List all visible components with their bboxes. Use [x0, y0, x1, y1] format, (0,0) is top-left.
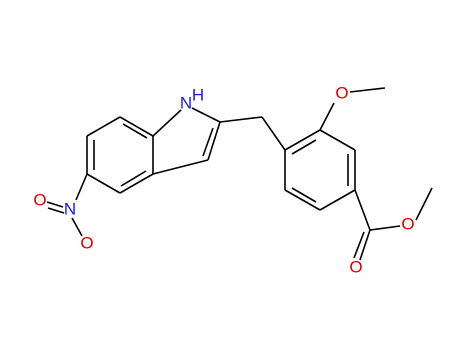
atom-label: N	[64, 199, 76, 218]
atom-label: O	[349, 257, 362, 276]
bonds	[46, 87, 433, 261]
atom-label: O	[80, 233, 93, 252]
atom-label: O	[33, 190, 46, 209]
atom-label: H	[192, 85, 204, 104]
atom-label: O	[401, 214, 414, 233]
atom-label: O	[335, 83, 348, 102]
atom-label: N	[180, 93, 192, 112]
